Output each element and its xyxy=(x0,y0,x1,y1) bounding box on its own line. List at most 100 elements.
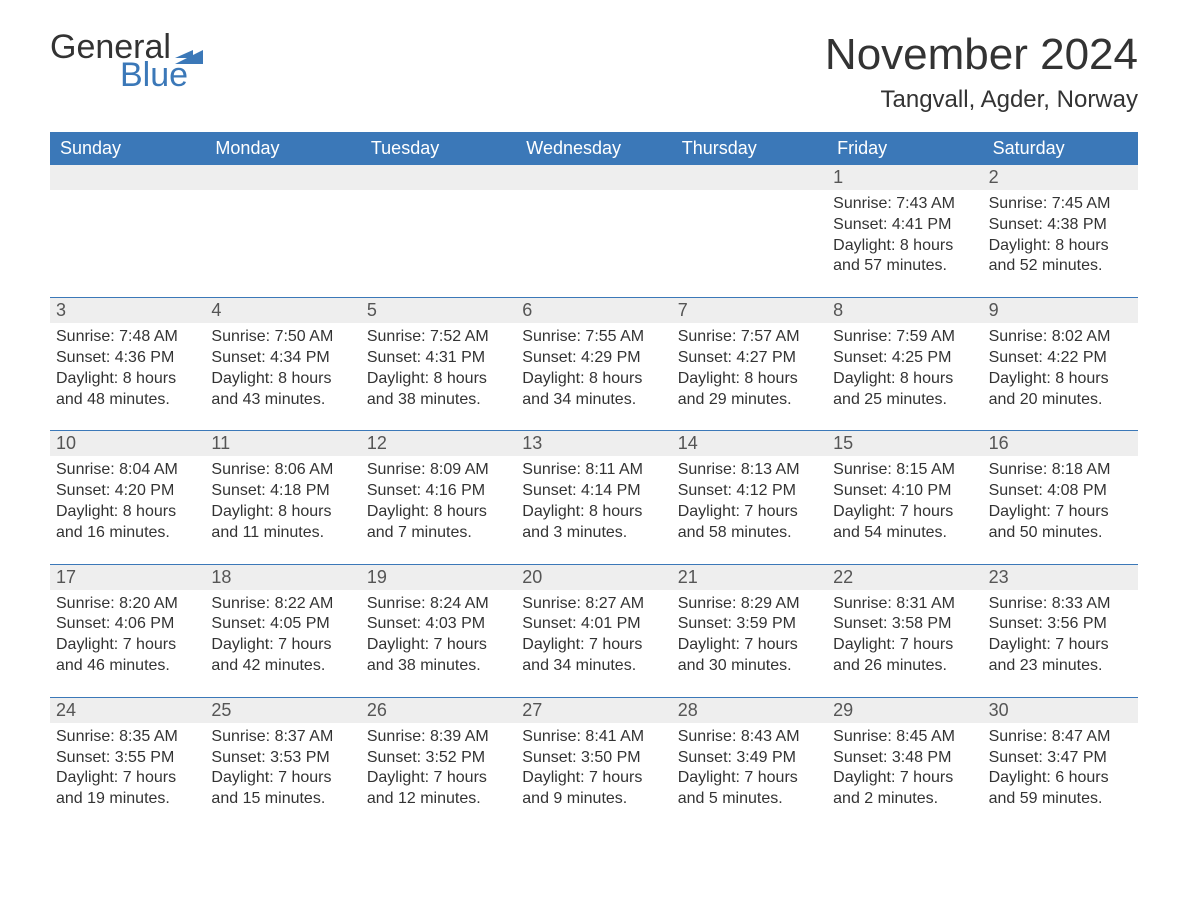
day-info-line: Sunset: 4:01 PM xyxy=(522,614,665,635)
day-info-line: Daylight: 8 hours xyxy=(522,502,665,523)
day-cell: 17Sunrise: 8:20 AMSunset: 4:06 PMDayligh… xyxy=(50,565,205,697)
day-info-line: Daylight: 6 hours xyxy=(989,768,1132,789)
day-number: 8 xyxy=(827,298,982,323)
day-cell: 19Sunrise: 8:24 AMSunset: 4:03 PMDayligh… xyxy=(361,565,516,697)
day-cell: 25Sunrise: 8:37 AMSunset: 3:53 PMDayligh… xyxy=(205,698,360,830)
logo-text-blue: Blue xyxy=(120,58,203,92)
day-info-line: and 11 minutes. xyxy=(211,523,354,544)
day-info-line: Sunrise: 8:24 AM xyxy=(367,594,510,615)
day-info-line: and 15 minutes. xyxy=(211,789,354,810)
day-info-line: Sunset: 3:49 PM xyxy=(678,748,821,769)
weekday-header: Tuesday xyxy=(361,132,516,165)
day-info-line: Sunrise: 7:50 AM xyxy=(211,327,354,348)
day-info-line: and 46 minutes. xyxy=(56,656,199,677)
day-cell: 11Sunrise: 8:06 AMSunset: 4:18 PMDayligh… xyxy=(205,431,360,563)
day-info-line: Sunset: 4:20 PM xyxy=(56,481,199,502)
day-info-line: and 5 minutes. xyxy=(678,789,821,810)
day-info-line: Sunrise: 7:52 AM xyxy=(367,327,510,348)
day-info: Sunrise: 8:15 AMSunset: 4:10 PMDaylight:… xyxy=(833,460,976,543)
day-cell: 5 Sunrise: 7:52 AMSunset: 4:31 PMDaylight… xyxy=(361,298,516,430)
day-info-line: Daylight: 7 hours xyxy=(678,502,821,523)
day-number: 23 xyxy=(983,565,1138,590)
day-info: Sunrise: 8:29 AMSunset: 3:59 PMDaylight:… xyxy=(678,594,821,677)
day-info-line: Sunrise: 8:27 AM xyxy=(522,594,665,615)
day-number: 5 xyxy=(361,298,516,323)
header: General Blue November 2024 Tangvall, Agd… xyxy=(50,30,1138,114)
day-info-line: Daylight: 7 hours xyxy=(678,768,821,789)
day-info-line: Sunset: 3:50 PM xyxy=(522,748,665,769)
day-info: Sunrise: 7:45 AMSunset: 4:38 PMDaylight:… xyxy=(989,194,1132,277)
day-info-line: Sunrise: 8:22 AM xyxy=(211,594,354,615)
day-info-line: Sunset: 3:52 PM xyxy=(367,748,510,769)
day-number: 22 xyxy=(827,565,982,590)
day-info-line: Sunset: 4:36 PM xyxy=(56,348,199,369)
day-info-line: and 23 minutes. xyxy=(989,656,1132,677)
weekday-header: Sunday xyxy=(50,132,205,165)
day-cell: 30Sunrise: 8:47 AMSunset: 3:47 PMDayligh… xyxy=(983,698,1138,830)
day-info-line: Daylight: 7 hours xyxy=(678,635,821,656)
day-info-line: and 58 minutes. xyxy=(678,523,821,544)
weekday-header: Thursday xyxy=(672,132,827,165)
day-info-line: Daylight: 8 hours xyxy=(367,369,510,390)
day-info: Sunrise: 8:35 AMSunset: 3:55 PMDaylight:… xyxy=(56,727,199,810)
day-info: Sunrise: 7:59 AMSunset: 4:25 PMDaylight:… xyxy=(833,327,976,410)
day-cell: 4Sunrise: 7:50 AMSunset: 4:34 PMDaylight… xyxy=(205,298,360,430)
day-info-line: Sunrise: 8:29 AM xyxy=(678,594,821,615)
week-row: 17Sunrise: 8:20 AMSunset: 4:06 PMDayligh… xyxy=(50,564,1138,697)
day-info-line: Sunrise: 7:48 AM xyxy=(56,327,199,348)
day-info-line: Sunrise: 8:18 AM xyxy=(989,460,1132,481)
day-info-line: and 43 minutes. xyxy=(211,390,354,411)
week-row: 3Sunrise: 7:48 AMSunset: 4:36 PMDaylight… xyxy=(50,297,1138,430)
day-info-line: Sunset: 3:56 PM xyxy=(989,614,1132,635)
day-info: Sunrise: 8:33 AMSunset: 3:56 PMDaylight:… xyxy=(989,594,1132,677)
day-info-line: Daylight: 7 hours xyxy=(56,768,199,789)
day-info-line: Sunrise: 7:45 AM xyxy=(989,194,1132,215)
day-number: 9 xyxy=(983,298,1138,323)
day-number: 27 xyxy=(516,698,671,723)
day-number: 20 xyxy=(516,565,671,590)
day-info: Sunrise: 8:41 AMSunset: 3:50 PMDaylight:… xyxy=(522,727,665,810)
day-info-line: Sunrise: 8:04 AM xyxy=(56,460,199,481)
day-cell: 16Sunrise: 8:18 AMSunset: 4:08 PMDayligh… xyxy=(983,431,1138,563)
day-info-line: Sunset: 4:29 PM xyxy=(522,348,665,369)
day-number: 4 xyxy=(205,298,360,323)
day-info-line: Sunrise: 7:59 AM xyxy=(833,327,976,348)
day-info-line: and 52 minutes. xyxy=(989,256,1132,277)
day-info-line: Daylight: 7 hours xyxy=(833,635,976,656)
day-info: Sunrise: 7:55 AMSunset: 4:29 PMDaylight:… xyxy=(522,327,665,410)
day-info: Sunrise: 8:45 AMSunset: 3:48 PMDaylight:… xyxy=(833,727,976,810)
day-number: 13 xyxy=(516,431,671,456)
day-number: 7 xyxy=(672,298,827,323)
day-info-line: Sunset: 4:06 PM xyxy=(56,614,199,635)
day-info-line: Sunset: 4:38 PM xyxy=(989,215,1132,236)
day-info-line: Sunrise: 7:57 AM xyxy=(678,327,821,348)
day-info-line: Daylight: 7 hours xyxy=(833,502,976,523)
day-info: Sunrise: 8:04 AMSunset: 4:20 PMDaylight:… xyxy=(56,460,199,543)
day-number-empty xyxy=(672,165,827,190)
day-info-line: Sunset: 4:31 PM xyxy=(367,348,510,369)
day-cell: 2Sunrise: 7:45 AMSunset: 4:38 PMDaylight… xyxy=(983,165,1138,297)
day-info-line: Sunset: 3:53 PM xyxy=(211,748,354,769)
day-info-line: Daylight: 7 hours xyxy=(56,635,199,656)
day-info-line: Sunrise: 7:43 AM xyxy=(833,194,976,215)
day-info-line: Sunset: 4:18 PM xyxy=(211,481,354,502)
day-info-line: Sunset: 4:10 PM xyxy=(833,481,976,502)
day-info-line: Daylight: 8 hours xyxy=(989,236,1132,257)
day-info: Sunrise: 8:24 AMSunset: 4:03 PMDaylight:… xyxy=(367,594,510,677)
day-info-line: Sunset: 4:14 PM xyxy=(522,481,665,502)
day-info: Sunrise: 7:57 AMSunset: 4:27 PMDaylight:… xyxy=(678,327,821,410)
day-info: Sunrise: 7:48 AMSunset: 4:36 PMDaylight:… xyxy=(56,327,199,410)
day-info: Sunrise: 8:09 AMSunset: 4:16 PMDaylight:… xyxy=(367,460,510,543)
week-row: 24Sunrise: 8:35 AMSunset: 3:55 PMDayligh… xyxy=(50,697,1138,830)
day-info-line: Sunset: 4:12 PM xyxy=(678,481,821,502)
day-cell: 29Sunrise: 8:45 AMSunset: 3:48 PMDayligh… xyxy=(827,698,982,830)
day-info-line: Sunrise: 8:43 AM xyxy=(678,727,821,748)
day-info-line: Sunset: 4:08 PM xyxy=(989,481,1132,502)
day-info: Sunrise: 7:43 AMSunset: 4:41 PMDaylight:… xyxy=(833,194,976,277)
day-info-line: Daylight: 7 hours xyxy=(833,768,976,789)
day-number-empty xyxy=(516,165,671,190)
day-number: 12 xyxy=(361,431,516,456)
day-cell xyxy=(50,165,205,297)
day-info-line: Sunrise: 8:31 AM xyxy=(833,594,976,615)
day-info-line: Sunset: 3:59 PM xyxy=(678,614,821,635)
